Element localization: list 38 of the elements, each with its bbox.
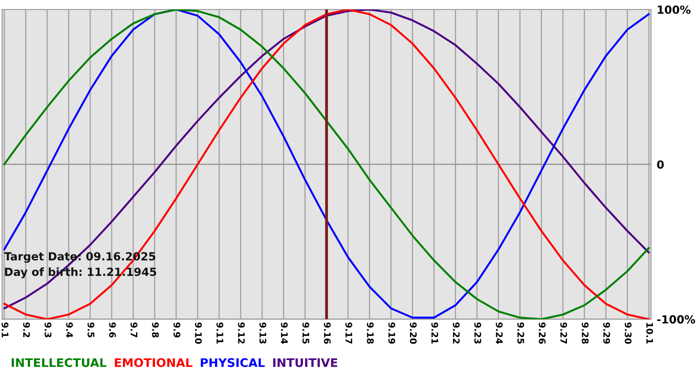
x-tick-label: 9.14 xyxy=(280,322,288,344)
x-tick-label: 9.23 xyxy=(474,322,482,344)
x-tick-label: 9.18 xyxy=(366,322,374,344)
x-tick-label: 9.9 xyxy=(174,322,180,338)
x-tick-label: 9.3 xyxy=(44,322,52,338)
text: INTELLECTUAL xyxy=(12,358,106,368)
x-tick-label: 9.4 xyxy=(66,322,73,338)
x-tick-label: 9.17 xyxy=(345,322,352,344)
x-tick-label: 9.10 xyxy=(195,322,202,344)
x-tick-label: 9.15 xyxy=(302,322,310,344)
x-tick-label: 9.25 xyxy=(517,322,524,344)
x-tick-label: 9.16 xyxy=(324,322,331,344)
x-tick-label: 9.30 xyxy=(624,322,632,344)
x-tick-label: 9.6 xyxy=(109,322,116,338)
x-tick-label: 10.1 xyxy=(646,322,654,344)
x-tick-label: 9.7 xyxy=(130,322,138,338)
text: INTUITIVE xyxy=(273,358,338,368)
x-tick-label: 9.21 xyxy=(431,322,438,344)
y-tick-label: 0 xyxy=(657,160,664,169)
y-tick-label: -100% xyxy=(657,315,696,324)
x-tick-label: 9.20 xyxy=(410,322,417,344)
x-tick-label: 9.8 xyxy=(152,322,159,338)
x-tick-label: 9.27 xyxy=(560,322,568,344)
x-tick-label: 9.28 xyxy=(582,322,589,344)
x-tick-label: 9.11 xyxy=(216,322,224,344)
x-tick-label: 9.26 xyxy=(538,322,546,344)
x-tick-label: 9.2 xyxy=(23,322,30,338)
x-tick-label: 9.12 xyxy=(238,322,245,344)
x-tick-label: 9.29 xyxy=(603,322,610,344)
x-tick-label: 9.22 xyxy=(452,322,460,344)
y-tick-label: 100% xyxy=(658,5,691,14)
text: EMOTIONAL xyxy=(114,358,192,368)
x-tick-label: 9.5 xyxy=(88,322,94,338)
x-tick-label: 9.19 xyxy=(388,322,396,344)
x-tick-label: 9.24 xyxy=(496,322,503,344)
x-tick-label: 9.1 xyxy=(2,322,8,338)
x-tick-label: 9.13 xyxy=(259,322,266,344)
text: PHYSICAL xyxy=(200,358,265,368)
